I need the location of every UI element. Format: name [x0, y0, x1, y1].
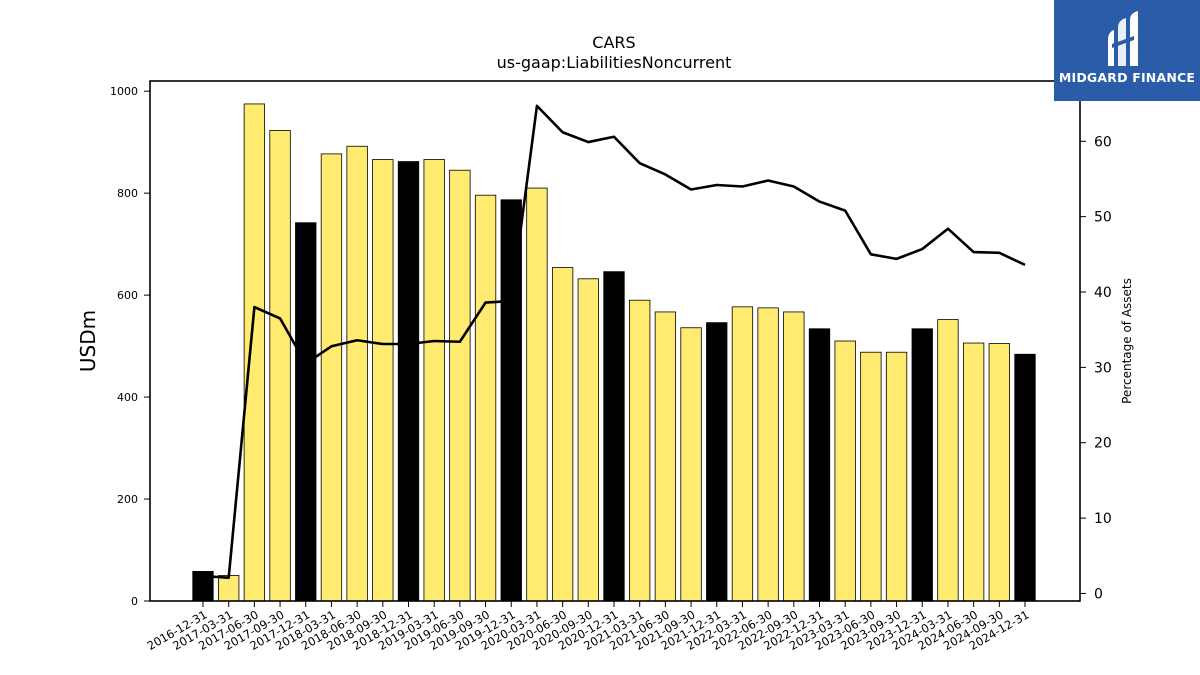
y2-tick-label: 60 — [1094, 134, 1112, 150]
y-tick-label: 1000 — [110, 85, 138, 98]
bar-quarterly — [629, 299, 651, 602]
right-axis: 0 10 20 30 40 50 60 — [1080, 134, 1112, 602]
bar-quarterly — [218, 575, 240, 602]
y-axis-label: USDm — [76, 310, 100, 372]
bar-quarterly — [654, 311, 677, 602]
brand-logo: MIDGARD FINANCE — [1054, 0, 1200, 101]
y-tick-label: 0 — [131, 595, 138, 608]
bar-quarterly — [551, 267, 574, 602]
bar-quarterly — [423, 159, 445, 602]
bar-quarterly — [885, 351, 908, 602]
bar-quarterly — [680, 327, 702, 602]
bar-quarterly — [243, 103, 266, 602]
bar-quarterly — [783, 311, 805, 602]
logo-mark-icon — [1108, 11, 1138, 66]
x-axis: 2016-12-312017-03-312017-06-302017-09-30… — [145, 601, 1032, 653]
bar-quarterly — [526, 187, 548, 602]
y-tick-label: 200 — [117, 493, 138, 506]
bar-annual — [911, 328, 933, 602]
y2-tick-label: 20 — [1094, 436, 1112, 452]
y2-tick-label: 30 — [1094, 360, 1112, 376]
bar-quarterly — [474, 194, 497, 602]
bar-quarterly — [372, 159, 394, 602]
y-tick-label: 600 — [117, 289, 138, 302]
bar-annual — [500, 199, 522, 602]
y2-tick-label: 40 — [1094, 285, 1112, 301]
bar-group — [192, 103, 1036, 602]
y2-tick-label: 50 — [1094, 210, 1112, 226]
bar-annual — [603, 271, 625, 602]
bar-quarterly — [320, 153, 343, 602]
bar-quarterly — [346, 145, 368, 602]
y-tick-label: 800 — [117, 187, 138, 200]
bar-quarterly — [269, 130, 291, 602]
bar-quarterly — [577, 278, 599, 602]
bar-annual — [295, 222, 317, 602]
plot-frame — [149, 80, 1081, 602]
logo-text: MIDGARD FINANCE — [1058, 70, 1196, 85]
bar-quarterly — [757, 307, 779, 602]
bar-annual — [397, 161, 420, 602]
percentage-line — [202, 104, 1026, 579]
bar-quarterly — [860, 351, 882, 602]
line-group — [202, 104, 1026, 579]
y-tick-label: 400 — [117, 391, 138, 404]
left-axis: 0 200 400 600 800 1000 — [110, 85, 150, 608]
bar-quarterly — [988, 343, 1010, 602]
y2-axis-label: Percentage of Assets — [1120, 278, 1134, 404]
chart-subtitle: us-gaap:LiabilitiesNoncurrent — [497, 53, 732, 72]
y2-tick-label: 0 — [1094, 586, 1103, 602]
bar-quarterly — [731, 306, 754, 602]
bar-annual — [706, 322, 728, 602]
chart-title: CARS — [592, 33, 635, 52]
y2-tick-label: 10 — [1094, 511, 1112, 527]
bar-quarterly — [834, 340, 856, 602]
bar-annual — [808, 328, 831, 602]
bar-quarterly — [962, 342, 985, 602]
bar-quarterly — [449, 169, 471, 602]
bar-annual — [1014, 353, 1036, 602]
bar-quarterly — [937, 319, 959, 602]
